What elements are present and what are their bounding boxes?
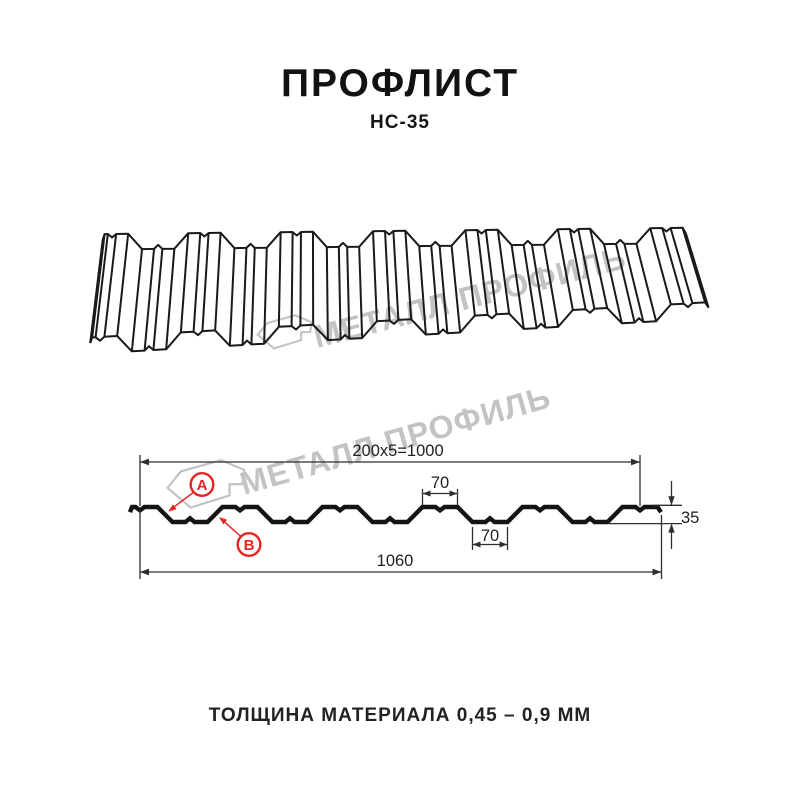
callout-a: А <box>168 472 215 512</box>
dimension-lines <box>139 455 682 579</box>
dimension-rib-bottom-width: 70 <box>481 527 499 545</box>
page-title: ПРОФЛИСТ <box>280 62 520 105</box>
dimension-useful-width: 200x5=1000 <box>352 442 443 460</box>
profile-model-subtitle: НС-35 <box>370 112 430 133</box>
metall-profil-logo-icon <box>165 458 246 509</box>
callout-b: В <box>219 517 262 558</box>
watermark-text-lower: МЕТАЛЛ ПРОФИЛЬ <box>236 379 555 502</box>
callout-b-arrowhead <box>219 517 228 525</box>
dimension-rib-top-width: 70 <box>431 474 449 492</box>
callout-a-arrowhead <box>168 504 177 512</box>
dimension-profile-height: 35 <box>681 509 699 527</box>
profile-cross-section <box>127 504 663 525</box>
callout-a-label: А <box>197 477 208 494</box>
dimension-overall-width: 1060 <box>377 552 414 570</box>
material-thickness-note: ТОЛЩИНА МАТЕРИАЛА 0,45 – 0,9 ММ <box>208 705 592 726</box>
callout-b-label: В <box>244 537 255 554</box>
profile-3d-drawing <box>89 226 710 353</box>
